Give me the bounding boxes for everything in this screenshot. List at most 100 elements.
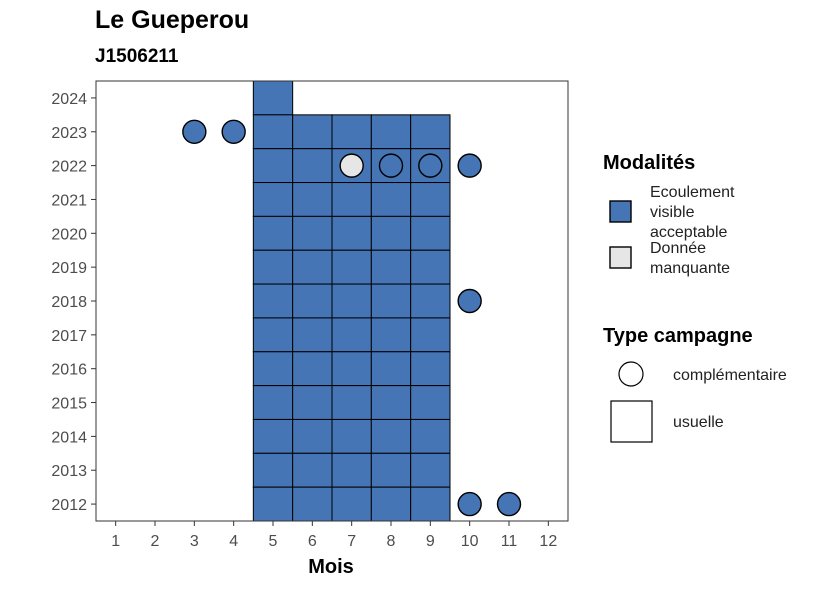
usuelle-cell-2018-8 [370, 283, 412, 319]
usuelle-cell-2014-9 [410, 418, 451, 454]
y-tick-label-2017: 2017 [51, 328, 87, 345]
y-tick-label-2013: 2013 [51, 463, 87, 480]
usuelle-cell-2012-5 [252, 486, 294, 522]
usuelle-cell-2012-7 [331, 486, 372, 522]
usuelle-cell-2012-6 [292, 486, 333, 522]
usuelle-cell-2015-9 [410, 385, 451, 420]
usuelle-cell-2020-9 [410, 215, 451, 251]
complementaire-point-2023-4 [221, 119, 246, 144]
usuelle-cell-2021-6 [292, 182, 333, 217]
usuelle-cell-2016-8 [370, 351, 412, 387]
usuelle-cell-2015-5 [252, 385, 294, 420]
complementaire-point-2018-10 [457, 288, 482, 314]
legend-label-ecoulement_visible_acceptable-1: visible [650, 204, 695, 221]
usuelle-cell-2019-5 [252, 249, 294, 285]
axes: 1 2 3 4 5 6 7 8 9 10 11 122012201320142015201620172… [51, 91, 557, 550]
usuelle-cell-2019-6 [292, 249, 333, 285]
usuelle-cell-2015-8 [370, 385, 412, 420]
legend-label-usuelle: usuelle [673, 414, 724, 431]
legend-swatch-donnee_manquante [609, 246, 632, 269]
y-tick-label-2016: 2016 [51, 362, 87, 379]
legend-label-complementaire: complémentaire [673, 367, 787, 384]
usuelle-cell-2015-6 [292, 385, 333, 420]
x-tick-label-11: 11 [501, 533, 518, 550]
complementaire-point-2023-3 [182, 119, 207, 144]
complementaire-point-2022-9 [418, 153, 443, 178]
legend-label-ecoulement_visible_acceptable-2: acceptable [650, 224, 727, 241]
usuelle-cell-2021-5 [252, 182, 294, 217]
x-tick-label-7: 7 [347, 533, 356, 550]
usuelle-cell-2019-9 [410, 249, 451, 285]
usuelle-cell-2017-8 [370, 317, 412, 353]
x-tick-label-10: 10 [461, 533, 479, 550]
usuelle-cell-2014-5 [252, 418, 294, 454]
y-tick-label-2023: 2023 [51, 125, 87, 142]
usuelle-cell-2023-7 [331, 114, 372, 150]
usuelle-cell-2016-7 [331, 351, 372, 387]
usuelle-cell-2021-7 [331, 182, 372, 217]
usuelle-cell-2016-5 [252, 351, 294, 387]
legend: Modalités Ecoulement visible acceptableDonn… [603, 152, 787, 443]
x-tick-label-8: 8 [387, 533, 396, 550]
complementaire-point-2022-8 [378, 153, 404, 178]
x-axis-title: Mois [308, 556, 354, 578]
x-tick-label-4: 4 [229, 533, 238, 550]
usuelle-cell-2016-9 [410, 351, 451, 387]
chart-subtitle: J1506211 [95, 46, 179, 67]
usuelle-cell-2018-7 [331, 283, 372, 319]
x-tick-label-3: 3 [190, 533, 199, 550]
usuelle-cell-2023-8 [370, 114, 412, 150]
usuelle-cell-2013-5 [252, 452, 294, 488]
chart-title: Le Gueperou [95, 6, 250, 34]
y-tick-label-2021: 2021 [51, 192, 87, 209]
y-tick-label-2019: 2019 [51, 260, 87, 277]
y-tick-label-2022: 2022 [51, 159, 87, 176]
complementaire-point-2012-11 [496, 491, 522, 517]
usuelle-cell-2017-5 [252, 317, 294, 353]
usuelle-cell-2023-5 [252, 114, 294, 150]
usuelle-cell-2017-7 [331, 317, 372, 353]
usuelle-cell-2021-9 [410, 182, 451, 217]
y-tick-label-2012: 2012 [51, 497, 87, 514]
y-tick-label-2015: 2015 [51, 396, 87, 413]
legend-type-title: Type campagne [603, 325, 753, 347]
y-tick-label-2014: 2014 [51, 429, 87, 446]
x-tick-label-5: 5 [269, 533, 278, 550]
usuelle-cell-2020-6 [292, 215, 333, 251]
usuelle-cell-2018-5 [252, 283, 294, 319]
legend-label-donnee_manquante-1: manquante [650, 260, 730, 277]
usuelle-cell-2021-8 [370, 182, 412, 217]
usuelle-cell-2014-6 [292, 418, 333, 454]
x-tick-label-1: 1 [111, 533, 120, 550]
legend-label-ecoulement_visible_acceptable-0: Ecoulement [650, 184, 735, 201]
x-tick-label-6: 6 [308, 533, 317, 550]
usuelle-cell-2023-9 [410, 114, 451, 150]
usuelle-cell-2020-7 [331, 215, 372, 251]
usuelle-cell-2017-6 [292, 317, 333, 353]
legend-key-usuelle [610, 400, 653, 443]
usuelle-cell-2023-6 [292, 114, 333, 150]
x-tick-label-9: 9 [426, 533, 435, 550]
usuelle-cell-2014-7 [331, 418, 372, 454]
usuelle-cell-2012-8 [370, 486, 412, 522]
usuelle-cell-2022-5 [252, 148, 294, 184]
usuelle-cell-2013-6 [292, 452, 333, 488]
usuelle-cell-2024-5 [252, 80, 294, 116]
usuelle-cell-2020-5 [252, 215, 294, 251]
usuelle-cell-2017-9 [410, 317, 451, 353]
legend-modalites-title: Modalités [603, 152, 695, 174]
usuelle-cell-2014-8 [370, 418, 412, 454]
y-tick-label-2018: 2018 [51, 294, 87, 311]
usuelle-cell-2022-6 [292, 148, 333, 184]
usuelle-cell-2018-6 [292, 283, 333, 319]
x-tick-label-12: 12 [539, 533, 557, 550]
usuelle-cell-2019-8 [370, 249, 412, 285]
usuelle-cell-2020-8 [370, 215, 412, 251]
complementaire-point-2022-7 [339, 153, 364, 178]
legend-label-donnee_manquante-0: Donnée [650, 240, 706, 257]
usuelle-cell-2013-8 [370, 452, 412, 488]
usuelle-cell-2018-9 [410, 283, 451, 319]
usuelle-cell-2015-7 [331, 385, 372, 420]
plot-area [95, 80, 569, 522]
